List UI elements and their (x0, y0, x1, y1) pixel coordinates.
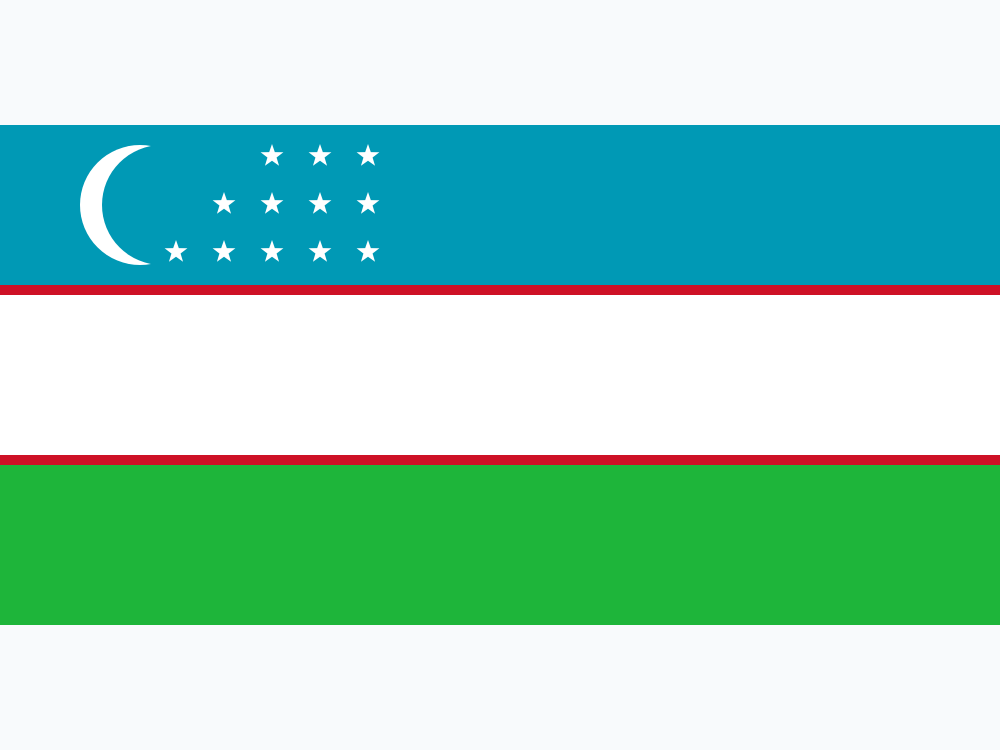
star-icon (308, 192, 332, 214)
star-icon (260, 192, 284, 214)
star-icon (164, 240, 188, 262)
star-icon (356, 144, 380, 166)
uzbekistan-flag (0, 125, 1000, 625)
star-icon (260, 144, 284, 166)
star-icon (212, 192, 236, 214)
star-icon (356, 240, 380, 262)
star-icon (212, 240, 236, 262)
star-icon (308, 144, 332, 166)
star-icon (356, 192, 380, 214)
star-icon (260, 240, 284, 262)
star-icon (308, 240, 332, 262)
stars-group (164, 144, 380, 262)
crescent-moon-icon (0, 125, 1000, 625)
